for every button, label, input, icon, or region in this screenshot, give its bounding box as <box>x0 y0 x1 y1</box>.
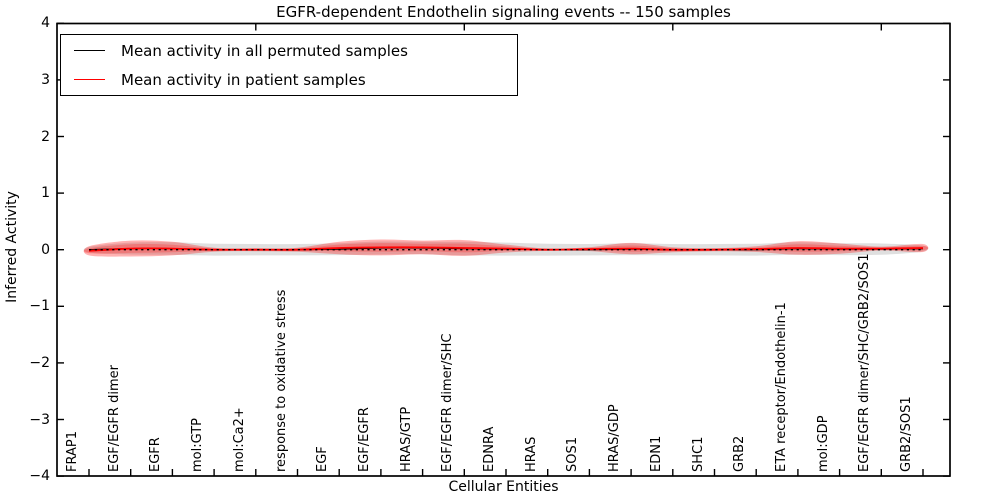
patient-line-swatch <box>74 79 105 80</box>
legend-label: Mean activity in all permuted samples <box>121 41 408 60</box>
x-tick-label: EDNRA <box>482 426 497 472</box>
y-tick-label: −2 <box>29 354 50 371</box>
x-tick-label: EGF/EGFR dimer/SHC <box>440 333 456 472</box>
x-tick-label: EGF/EGFR dimer/SHC/GRB2/SOS1 <box>857 253 873 473</box>
x-tick-label: mol:GDP <box>815 415 831 472</box>
x-tick-label: HRAS/GTP <box>398 406 414 472</box>
y-tick-label: −1 <box>29 298 50 315</box>
permuted-line-swatch <box>74 50 105 51</box>
x-tick-label: mol:GTP <box>190 418 206 472</box>
x-tick-label: GRB2 <box>732 435 748 472</box>
patient-mean-line <box>88 246 924 252</box>
x-tick-label: HRAS <box>523 436 539 472</box>
x-tick-label: ETA receptor/Endothelin-1 <box>773 302 789 472</box>
y-tick-label: −3 <box>29 411 50 428</box>
y-tick-label: 2 <box>41 128 50 145</box>
legend-item-patient: Mean activity in patient samples <box>61 65 517 94</box>
x-tick-label: EGF/EGFR dimer <box>106 365 122 472</box>
x-tick-label: EGF/EGFR <box>356 407 372 472</box>
x-tick-label: response to oxidative stress <box>273 289 289 472</box>
x-tick-label: HRAS/GDP <box>607 404 623 472</box>
x-tick-label: GRB2/SOS1 <box>899 396 914 472</box>
y-tick-label: 0 <box>41 241 50 258</box>
y-tick-label: −4 <box>29 468 50 485</box>
x-tick-label: SOS1 <box>565 436 581 472</box>
x-tick-label: SHC1 <box>690 436 706 472</box>
x-axis-label: Cellular Entities <box>448 479 559 495</box>
y-tick-label: 3 <box>41 71 50 88</box>
y-tick-label: 4 <box>41 15 50 32</box>
x-tick-label: EDN1 <box>648 435 664 472</box>
legend-label: Mean activity in patient samples <box>121 70 366 89</box>
legend: Mean activity in all permuted samples Me… <box>60 34 518 96</box>
y-tick-label: 1 <box>41 185 50 202</box>
legend-item-permuted: Mean activity in all permuted samples <box>61 36 517 65</box>
x-tick-label: EGF <box>315 446 331 472</box>
chart-title: EGFR-dependent Endothelin signaling even… <box>276 3 731 21</box>
x-tick-label: mol:Ca2+ <box>231 407 247 472</box>
x-tick-label: EGFR <box>148 437 164 472</box>
x-tick-label: FRAP1 <box>65 431 80 472</box>
